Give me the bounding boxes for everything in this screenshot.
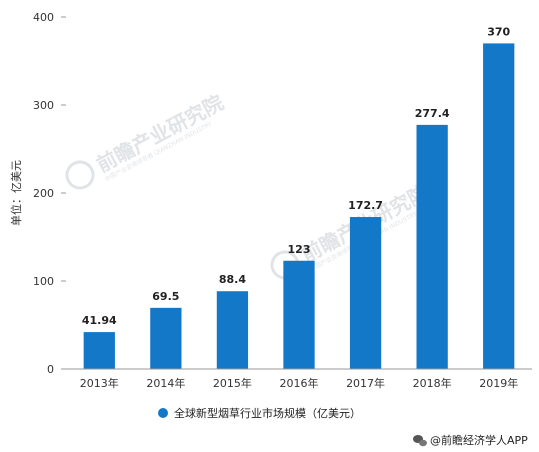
- data-label: 88.4: [219, 273, 246, 286]
- data-label: 370: [487, 25, 510, 38]
- y-tick-label: 300: [33, 99, 54, 112]
- y-tick-label: 400: [33, 11, 54, 24]
- credit: @前瞻经济学人APP: [413, 433, 528, 447]
- x-tick-label: 2014年: [146, 376, 185, 390]
- data-labels: 41.94 69.5 88.4 123 172.7 277.4 370: [82, 25, 511, 327]
- x-tick-label: 2017年: [346, 376, 385, 390]
- bar: [83, 332, 115, 369]
- y-axis: 0 100 200 300 400: [33, 11, 66, 376]
- x-tick-label: 2018年: [413, 376, 452, 390]
- x-tick-label: 2013年: [80, 376, 119, 390]
- data-label: 123: [288, 243, 311, 256]
- data-label: 172.7: [348, 199, 383, 212]
- legend: 全球新型烟草行业市场规模（亿美元）: [158, 406, 361, 420]
- bar: [216, 291, 249, 369]
- bar: [416, 124, 448, 369]
- watermark-logo-icon: [65, 160, 95, 190]
- x-axis: 2013年 2014年 2015年 2016年 2017年 2018年 2019年: [80, 376, 518, 390]
- data-label: 41.94: [82, 314, 117, 327]
- legend-label: 全球新型烟草行业市场规模（亿美元）: [174, 406, 361, 420]
- bar-series: [83, 43, 515, 370]
- data-label: 69.5: [152, 290, 179, 303]
- watermark-text: 前瞻产业研究院: [92, 90, 227, 177]
- x-tick-label: 2019年: [479, 376, 518, 390]
- x-tick-label: 2015年: [213, 376, 252, 390]
- data-label: 277.4: [415, 107, 450, 120]
- bar: [150, 307, 182, 369]
- bar: [349, 217, 382, 369]
- credit-text: @前瞻经济学人APP: [430, 433, 528, 447]
- wechat-icon: [413, 435, 427, 447]
- legend-marker: [158, 408, 168, 418]
- bar: [483, 43, 515, 370]
- bar: [283, 260, 315, 369]
- watermark: 前瞻产业研究院 中国产业咨询领导者 QIANZHAN INDUSTRY: [65, 90, 227, 190]
- y-tick-label: 0: [47, 363, 54, 376]
- x-tick-label: 2016年: [280, 376, 319, 390]
- y-axis-label: 单位：亿美元: [9, 160, 23, 226]
- y-tick-label: 200: [33, 187, 54, 200]
- y-tick-label: 100: [33, 275, 54, 288]
